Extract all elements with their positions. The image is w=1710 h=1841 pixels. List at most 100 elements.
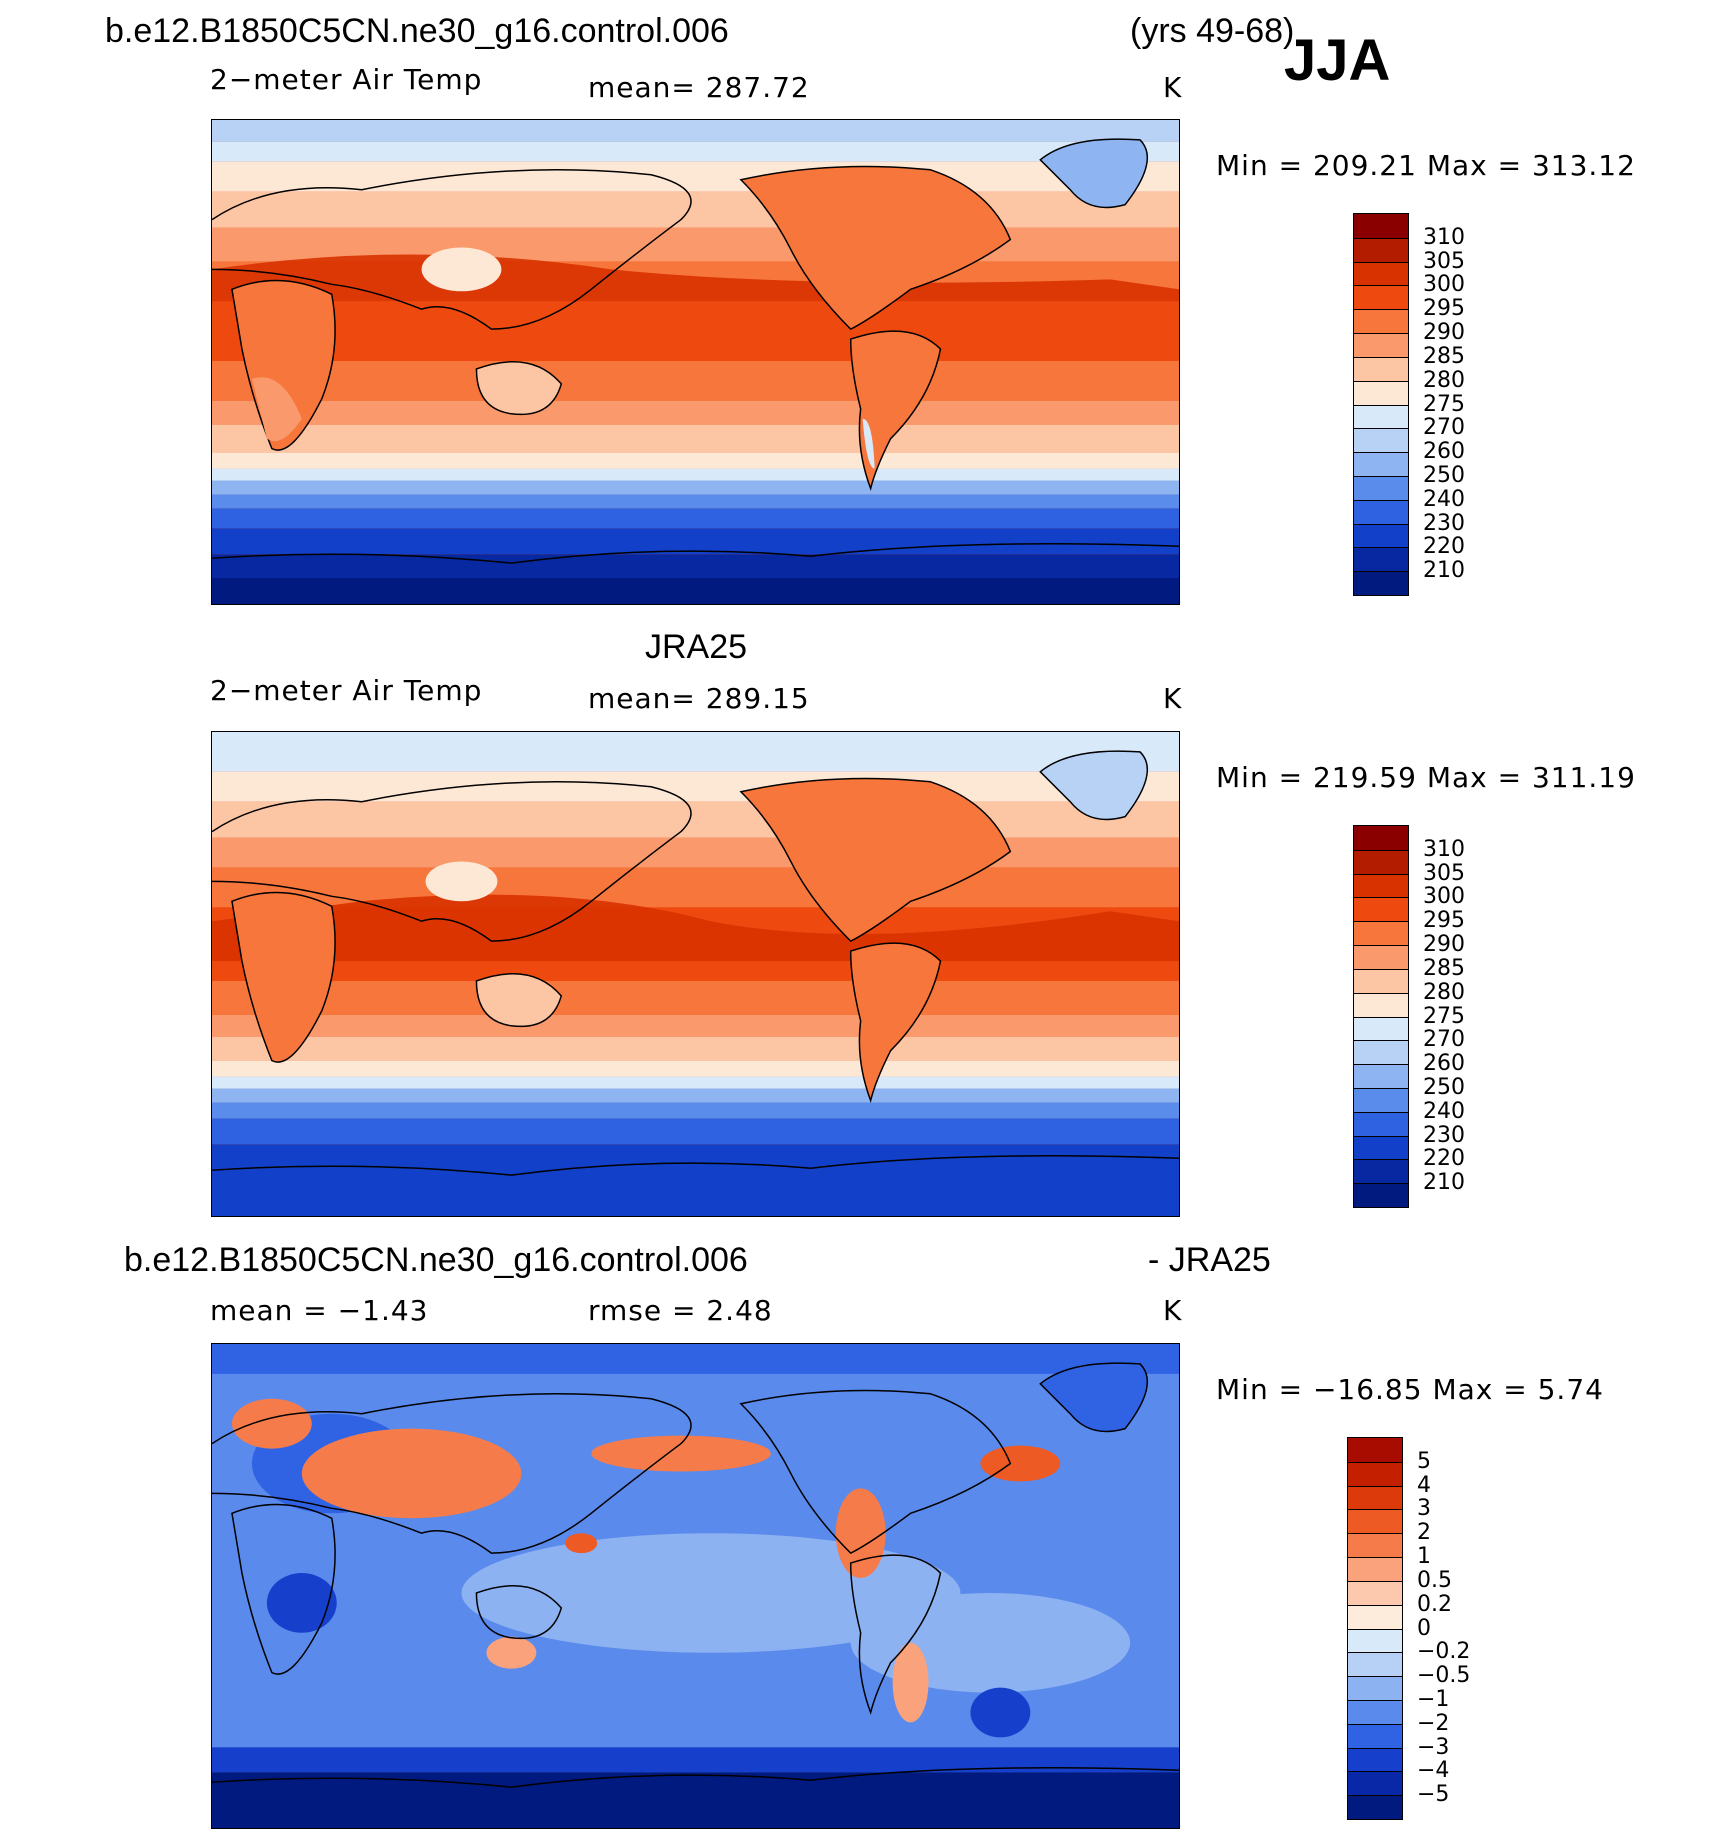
- colorbar-swatch: [1348, 1557, 1402, 1581]
- colorbar-tick-label: −0.5: [1417, 1663, 1471, 1689]
- colorbar-swatch: [1348, 1747, 1402, 1772]
- colorbar-swatch: [1354, 1087, 1408, 1112]
- colorbar-tick-label: 230: [1423, 1122, 1465, 1148]
- colorbar-swatch: [1348, 1699, 1402, 1724]
- colorbar-swatch: [1348, 1676, 1402, 1700]
- colorbar-tick-label: −2: [1417, 1710, 1450, 1736]
- colorbar-tick-label: 250: [1423, 1074, 1465, 1100]
- colorbar-tick-label: 275: [1423, 391, 1465, 417]
- colorbar-tick-label: −3: [1417, 1734, 1450, 1760]
- panel1-variable: 2−meter Air Temp: [210, 63, 483, 96]
- colorbar-swatch: [1354, 333, 1408, 357]
- panel2-mean: mean= 289.15: [588, 682, 810, 715]
- panel3-minmax: Min = −16.85 Max = 5.74: [1216, 1373, 1604, 1406]
- panel3-rmse: rmse = 2.48: [588, 1294, 773, 1327]
- colorbar-swatch: [1354, 499, 1408, 524]
- colorbar-swatch: [1348, 1533, 1402, 1558]
- colorbar-swatch: [1354, 968, 1408, 993]
- colorbar-tick-label: 230: [1423, 510, 1465, 536]
- colorbar-tick-label: 270: [1423, 1027, 1465, 1053]
- colorbar-tick-label: 220: [1423, 534, 1465, 560]
- map-panel-model: [211, 119, 1180, 605]
- panel2-variable: 2−meter Air Temp: [210, 674, 483, 707]
- colorbar-tick-label: 310: [1423, 224, 1465, 250]
- colorbar-tick-label: 250: [1423, 462, 1465, 488]
- colorbar-tick-label: 285: [1423, 955, 1465, 981]
- colorbar-swatch: [1354, 285, 1408, 310]
- colorbar-obs: [1353, 825, 1409, 1208]
- colorbar-swatch: [1348, 1485, 1402, 1510]
- colorbar-tick-label: 305: [1423, 248, 1465, 274]
- panel1-units: K: [1163, 71, 1183, 104]
- panel1-minmax: Min = 209.21 Max = 313.12: [1216, 149, 1636, 182]
- colorbar-tick-label: 280: [1423, 979, 1465, 1005]
- colorbar-swatch: [1348, 1652, 1402, 1677]
- colorbar-swatch: [1348, 1795, 1402, 1819]
- panel3-units: K: [1163, 1294, 1183, 1327]
- panel2-units: K: [1163, 682, 1183, 715]
- colorbar-swatch: [1354, 921, 1408, 946]
- colorbar-swatch: [1354, 475, 1408, 500]
- colorbar-swatch: [1348, 1723, 1402, 1748]
- colorbar-swatch: [1354, 428, 1408, 453]
- colorbar-tick-label: 295: [1423, 908, 1465, 934]
- colorbar-swatch: [1354, 452, 1408, 476]
- colorbar-tick-label: 4: [1417, 1472, 1431, 1498]
- colorbar-tick-label: −1: [1417, 1686, 1450, 1712]
- colorbar-tick-label: 285: [1423, 343, 1465, 369]
- colorbar-swatch: [1348, 1628, 1402, 1653]
- panel3-title-left: b.e12.B1850C5CN.ne30_g16.control.006: [124, 1241, 748, 1279]
- colorbar-tick-label: −4: [1417, 1758, 1450, 1784]
- panel2-title: JRA25: [645, 628, 748, 666]
- colorbar-swatch: [1354, 1111, 1408, 1136]
- colorbar-swatch: [1354, 237, 1408, 262]
- colorbar-tick-label: 300: [1423, 884, 1465, 910]
- colorbar-tick-label: 5: [1417, 1448, 1431, 1474]
- colorbar-model: [1353, 213, 1409, 596]
- panel3-title-right: - JRA25: [1148, 1241, 1271, 1279]
- colorbar-tick-label: 295: [1423, 296, 1465, 322]
- colorbar-swatch: [1354, 404, 1408, 429]
- colorbar-swatch: [1354, 309, 1408, 334]
- case-title: b.e12.B1850C5CN.ne30_g16.control.006: [105, 12, 729, 50]
- colorbar-swatch: [1354, 214, 1408, 238]
- map-panel-obs: [211, 731, 1180, 1217]
- colorbar-tick-label: 310: [1423, 836, 1465, 862]
- colorbar-tick-label: 3: [1417, 1496, 1431, 1522]
- colorbar-swatch: [1354, 356, 1408, 381]
- colorbar-swatch: [1354, 849, 1408, 874]
- colorbar-swatch: [1348, 1461, 1402, 1486]
- colorbar-swatch: [1354, 523, 1408, 548]
- colorbar-swatch: [1348, 1509, 1402, 1534]
- colorbar-tick-label: 300: [1423, 272, 1465, 298]
- colorbar-tick-label: 275: [1423, 1003, 1465, 1029]
- colorbar-tick-label: 290: [1423, 932, 1465, 958]
- colorbar-tick-label: 1: [1417, 1544, 1431, 1570]
- panel2-minmax: Min = 219.59 Max = 311.19: [1216, 761, 1636, 794]
- colorbar-tick-label: 270: [1423, 415, 1465, 441]
- colorbar-swatch: [1348, 1438, 1402, 1462]
- colorbar-tick-label: 260: [1423, 439, 1465, 465]
- colorbar-tick-label: 0: [1417, 1615, 1431, 1641]
- colorbar-tick-label: 260: [1423, 1051, 1465, 1077]
- colorbar-diff: [1347, 1437, 1403, 1820]
- years-label: (yrs 49-68): [1130, 12, 1295, 50]
- season-label: JJA: [1284, 28, 1391, 93]
- colorbar-swatch: [1354, 547, 1408, 572]
- panel3-mean: mean = −1.43: [210, 1294, 429, 1327]
- colorbar-swatch: [1354, 873, 1408, 898]
- colorbar-swatch: [1354, 1064, 1408, 1088]
- colorbar-swatch: [1354, 826, 1408, 850]
- panel1-mean: mean= 287.72: [588, 71, 810, 104]
- map-panel-diff: [211, 1343, 1180, 1829]
- colorbar-tick-label: 280: [1423, 367, 1465, 393]
- colorbar-tick-label: 240: [1423, 486, 1465, 512]
- colorbar-swatch: [1354, 897, 1408, 922]
- colorbar-tick-label: 210: [1423, 1170, 1465, 1196]
- colorbar-tick-label: −5: [1417, 1782, 1450, 1808]
- colorbar-tick-label: −0.2: [1417, 1639, 1471, 1665]
- colorbar-swatch: [1354, 571, 1408, 595]
- colorbar-tick-label: 0.2: [1417, 1591, 1452, 1617]
- colorbar-tick-label: 290: [1423, 320, 1465, 346]
- colorbar-tick-label: 2: [1417, 1520, 1431, 1546]
